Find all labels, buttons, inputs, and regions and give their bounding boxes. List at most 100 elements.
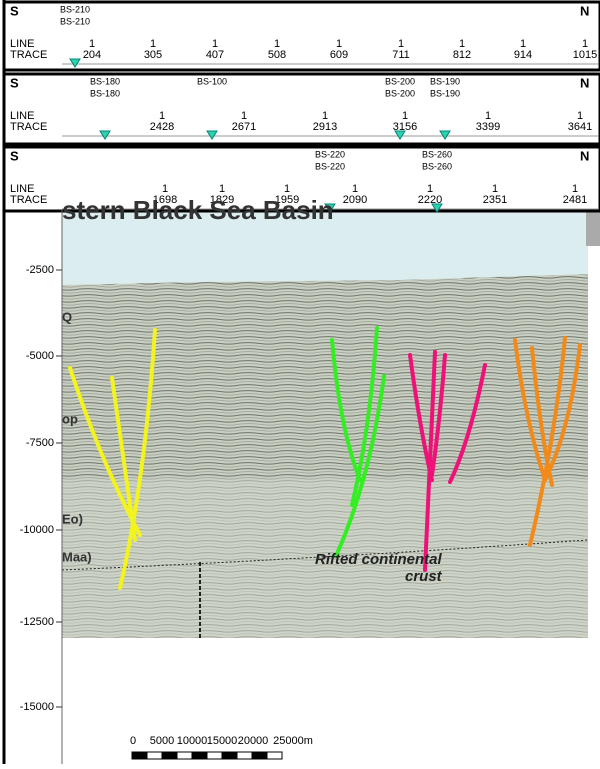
well-name: BS-210 xyxy=(60,4,90,14)
horizon-label: op xyxy=(62,411,78,426)
line-number: 1 xyxy=(212,38,218,50)
scale-bar xyxy=(251,751,268,760)
trace-number: 2428 xyxy=(150,121,174,133)
line-number: 1 xyxy=(402,110,408,122)
scale-bar xyxy=(191,751,208,760)
well-name: BS-220 xyxy=(315,149,345,159)
panel-n: N xyxy=(580,75,589,90)
well-marker xyxy=(324,203,336,213)
trace-number: 2913 xyxy=(313,121,337,133)
well-name: BS-260 xyxy=(422,161,452,171)
panel-s: S xyxy=(10,148,19,163)
scale-label: 0 xyxy=(130,735,136,747)
scale-bar xyxy=(176,751,193,760)
scale-label: 20000 xyxy=(238,735,269,747)
line-number: 1 xyxy=(284,183,290,195)
line-number: 1 xyxy=(219,183,225,195)
well-marker xyxy=(439,130,451,140)
trace-number: 1829 xyxy=(210,194,234,206)
horizon-label: Maa) xyxy=(62,549,92,564)
trace-number: 2090 xyxy=(343,194,367,206)
well-marker xyxy=(206,130,218,140)
trace-number: 2481 xyxy=(563,194,587,206)
panel-n: N xyxy=(580,3,589,18)
horizon xyxy=(61,539,589,571)
well-marker xyxy=(431,203,443,213)
faults xyxy=(68,326,582,590)
trace-number: 204 xyxy=(83,49,101,61)
line-label: LINE xyxy=(10,38,34,50)
line-number: 1 xyxy=(398,38,404,50)
scale-bar xyxy=(236,751,253,760)
trace-number: 3641 xyxy=(568,121,592,133)
depth-label: -15000 xyxy=(20,701,54,713)
scale-bar xyxy=(221,751,238,760)
scale-bar xyxy=(146,751,163,760)
section-title: stern Black Sea Basin xyxy=(62,195,334,225)
well-marker xyxy=(394,130,406,140)
trace-number: 2351 xyxy=(483,194,507,206)
horizon-label: Q xyxy=(62,309,72,324)
trace-number: 3399 xyxy=(476,121,500,133)
trace-number: 812 xyxy=(453,49,471,61)
horizon-label: Eo) xyxy=(62,511,83,526)
well-marker xyxy=(99,130,111,140)
trace-label: TRACE xyxy=(10,49,47,61)
line-number: 1 xyxy=(577,110,583,122)
trace-number: 914 xyxy=(514,49,532,61)
line-number: 1 xyxy=(520,38,526,50)
panel xyxy=(2,145,600,213)
depth-label: -7500 xyxy=(26,437,54,449)
well-name: BS-190 xyxy=(430,88,460,98)
trace-number: 305 xyxy=(144,49,162,61)
line-number: 1 xyxy=(274,38,280,50)
scrollbar[interactable] xyxy=(586,212,600,246)
panel-s: S xyxy=(10,3,19,18)
trace-number: 711 xyxy=(392,49,410,61)
line-number: 1 xyxy=(322,110,328,122)
scale-bar xyxy=(131,751,148,760)
well-name: BS-200 xyxy=(385,76,415,86)
line-number: 1 xyxy=(492,183,498,195)
well-marker xyxy=(69,58,81,68)
well-name: BS-180 xyxy=(90,76,120,86)
well-name: BS-100 xyxy=(197,76,227,86)
line-number: 1 xyxy=(336,38,342,50)
line-number: 1 xyxy=(427,183,433,195)
scale-label: 25000m xyxy=(273,735,313,747)
line-label: LINE xyxy=(10,110,34,122)
well-name: BS-260 xyxy=(422,149,452,159)
trace-label: TRACE xyxy=(10,194,47,206)
line-number: 1 xyxy=(485,110,491,122)
scale-bar xyxy=(206,751,223,760)
scale-label: 15000 xyxy=(207,735,238,747)
annotation: crust xyxy=(405,568,443,585)
trace-number: 508 xyxy=(268,49,286,61)
line-number: 1 xyxy=(159,110,165,122)
trace-number: 1959 xyxy=(275,194,299,206)
trace-number: 1698 xyxy=(153,194,177,206)
line-number: 1 xyxy=(459,38,465,50)
line-number: 1 xyxy=(241,110,247,122)
seismic-deep xyxy=(62,480,588,638)
panel-s: S xyxy=(10,75,19,90)
annotation: Rifted continental xyxy=(315,551,442,568)
well-name: BS-210 xyxy=(60,16,90,26)
line-number: 1 xyxy=(150,38,156,50)
panel xyxy=(2,0,600,72)
well-name: BS-220 xyxy=(315,161,345,171)
line-label: LINE xyxy=(10,183,34,195)
trace-number: 609 xyxy=(330,49,348,61)
scale-label: 10000 xyxy=(177,735,208,747)
trace-number: 3156 xyxy=(393,121,417,133)
trace-number: 1015 xyxy=(573,49,597,61)
well-name: BS-180 xyxy=(90,88,120,98)
well-name: BS-200 xyxy=(385,88,415,98)
trace-number: 2220 xyxy=(418,194,442,206)
scale-bar xyxy=(161,751,178,760)
line-number: 1 xyxy=(352,183,358,195)
trace-number: 2671 xyxy=(232,121,256,133)
line-number: 1 xyxy=(162,183,168,195)
panel-n: N xyxy=(580,148,589,163)
